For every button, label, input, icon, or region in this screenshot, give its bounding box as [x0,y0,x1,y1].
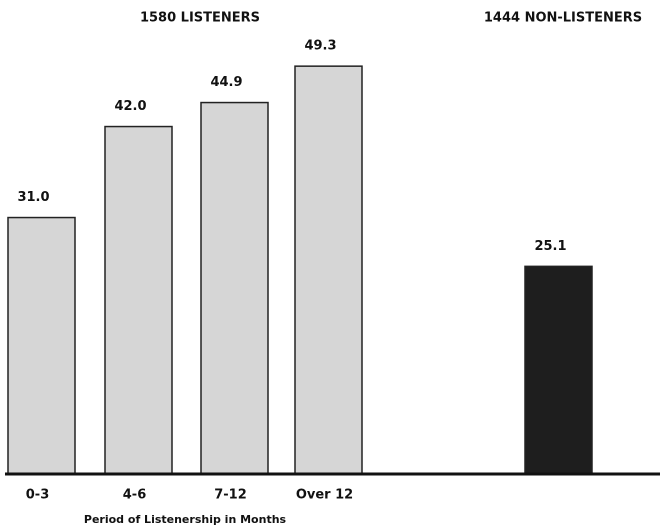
x-tick-label: 0-3 [26,488,50,503]
bar [524,265,593,475]
value-label: 31.0 [17,190,49,205]
x-axis-label: Period of Listenership in Months [84,513,287,526]
bar [200,101,269,475]
bar [7,216,76,475]
x-tick-label: 7-12 [214,488,247,503]
x-tick-label: Over 12 [296,488,353,503]
value-label: 25.1 [534,239,566,254]
bar [294,65,363,475]
listeners-heading: 1580 LISTENERS [140,11,260,26]
value-label: 42.0 [114,99,146,114]
value-label: 49.3 [304,39,336,54]
value-label: 44.9 [210,75,242,90]
bar [104,125,173,475]
non-listeners-heading: 1444 NON-LISTENERS [484,11,642,26]
x-tick-label: 4-6 [123,488,147,503]
